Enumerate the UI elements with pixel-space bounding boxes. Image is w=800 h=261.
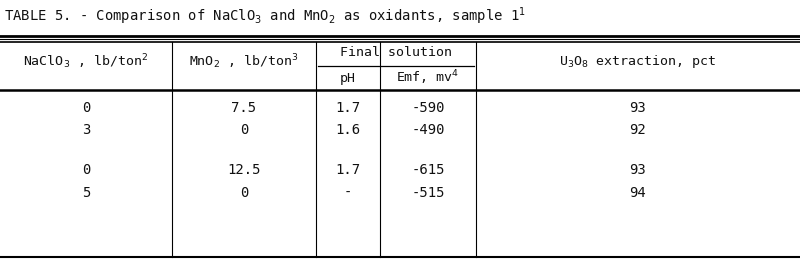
Text: Emf, mv$^4$: Emf, mv$^4$ xyxy=(396,69,460,87)
Text: -490: -490 xyxy=(411,123,445,137)
Text: 12.5: 12.5 xyxy=(227,163,261,177)
Text: U$_3$O$_8$ extraction, pct: U$_3$O$_8$ extraction, pct xyxy=(559,54,717,70)
Text: -: - xyxy=(344,186,352,200)
Text: 1.7: 1.7 xyxy=(335,163,361,177)
Text: 5: 5 xyxy=(82,186,90,200)
Text: 0: 0 xyxy=(240,123,248,137)
Text: MnO$_2$ , lb/ton$^3$: MnO$_2$ , lb/ton$^3$ xyxy=(190,53,298,71)
Text: 0: 0 xyxy=(82,163,90,177)
Text: Final solution: Final solution xyxy=(340,45,452,58)
Text: -515: -515 xyxy=(411,186,445,200)
Text: 93: 93 xyxy=(630,163,646,177)
Text: 0: 0 xyxy=(82,101,90,115)
Text: NaClO$_3$ , lb/ton$^2$: NaClO$_3$ , lb/ton$^2$ xyxy=(23,53,149,71)
Text: 1.6: 1.6 xyxy=(335,123,361,137)
Text: 93: 93 xyxy=(630,101,646,115)
Text: 94: 94 xyxy=(630,186,646,200)
Text: -590: -590 xyxy=(411,101,445,115)
Text: pH: pH xyxy=(340,72,356,85)
Text: 3: 3 xyxy=(82,123,90,137)
Text: 7.5: 7.5 xyxy=(231,101,257,115)
Text: -615: -615 xyxy=(411,163,445,177)
Text: TABLE 5. - Comparison of NaClO$_3$ and MnO$_2$ as oxidants, sample 1$^1$: TABLE 5. - Comparison of NaClO$_3$ and M… xyxy=(4,5,526,27)
Text: 92: 92 xyxy=(630,123,646,137)
Text: 0: 0 xyxy=(240,186,248,200)
Text: 1.7: 1.7 xyxy=(335,101,361,115)
